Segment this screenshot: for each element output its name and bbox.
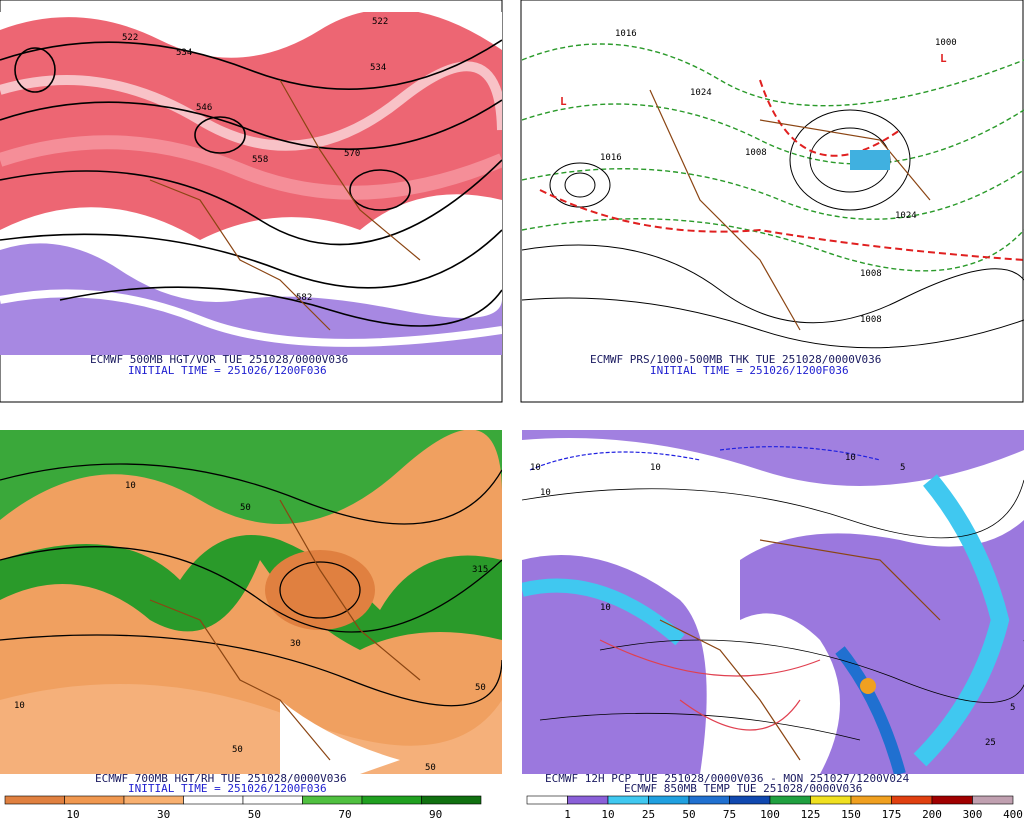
low-marker: L bbox=[560, 95, 567, 108]
colorbar-label: 25 bbox=[642, 808, 655, 819]
caption: ECMWF 12H PCP TUE 251028/0000V036 - MON … bbox=[545, 772, 910, 785]
colorbar-label: 1 bbox=[564, 808, 571, 819]
contour-label: 50 bbox=[425, 763, 436, 773]
contour-label: 558 bbox=[252, 155, 268, 165]
contour-label: 315 bbox=[472, 565, 488, 575]
colorbar-label: 70 bbox=[338, 808, 351, 819]
colorbar-label: 50 bbox=[248, 808, 261, 819]
colorbar: 1 10 25 50 75 100 125 150 175 200 300 400 bbox=[526, 795, 1023, 819]
contour-label: 10 bbox=[530, 463, 541, 473]
colorbar-label: 150 bbox=[841, 808, 861, 819]
contour-label: 10 bbox=[540, 488, 551, 498]
colorbar-segment bbox=[64, 795, 125, 805]
contour-label: 10 bbox=[14, 701, 25, 711]
colorbar-label: 400 bbox=[1003, 808, 1023, 819]
colorbar-segment bbox=[891, 795, 933, 805]
colorbar-label: 200 bbox=[922, 808, 942, 819]
contour-label: 5 bbox=[900, 463, 905, 473]
colorbar-segment bbox=[123, 795, 184, 805]
colorbar-label: 30 bbox=[157, 808, 170, 819]
colorbar-label: 75 bbox=[723, 808, 736, 819]
colorbar-segment bbox=[302, 795, 363, 805]
panel-prs-thk: L L 1016 1024 1008 1000 1016 1008 1024 1… bbox=[520, 0, 1024, 403]
contour-label: 30 bbox=[290, 639, 301, 649]
colorbar-segment bbox=[242, 795, 303, 805]
map: 522 534 546 558 570 582 522 534 bbox=[0, 12, 502, 355]
colorbar-label: 50 bbox=[682, 808, 695, 819]
colorbar: 10 30 50 70 90 bbox=[4, 795, 482, 819]
contour-label: 582 bbox=[296, 293, 312, 303]
contour-label: 1016 bbox=[600, 153, 622, 163]
contour-label: 10 bbox=[600, 603, 611, 613]
colorbar-segment bbox=[183, 795, 244, 805]
subcaption: INITIAL TIME = 251026/1200F036 bbox=[128, 364, 327, 377]
contour-label: 10 bbox=[650, 463, 661, 473]
contour-label: 1008 bbox=[745, 148, 767, 158]
colorbar-label: 100 bbox=[760, 808, 780, 819]
contour-label: 10 bbox=[125, 481, 136, 491]
contour-label: 50 bbox=[475, 683, 486, 693]
contour-label: 522 bbox=[122, 33, 138, 43]
contour-label: 534 bbox=[370, 63, 386, 73]
panel-700mb: 10 50 30 315 50 10 50 50 ECMWF 700MB HGT… bbox=[0, 430, 502, 819]
colorbar-segment bbox=[4, 795, 65, 805]
contour-label: 1008 bbox=[860, 269, 882, 279]
contour-label: 50 bbox=[240, 503, 251, 513]
colorbar-label: 10 bbox=[66, 808, 79, 819]
contour-label: 5 bbox=[1010, 703, 1015, 713]
map: L L 1016 1024 1008 1000 1016 1008 1024 1… bbox=[522, 29, 1024, 349]
contour-label: 1016 bbox=[615, 29, 637, 39]
colorbar-segment bbox=[972, 795, 1014, 805]
map: 10 10 10 10 5 25 10 5 bbox=[522, 430, 1024, 774]
contour-label: 1024 bbox=[895, 211, 917, 221]
colorbar-segment bbox=[810, 795, 852, 805]
colorbar-segment bbox=[769, 795, 811, 805]
contour-label: 25 bbox=[985, 738, 996, 748]
colorbar-segment bbox=[850, 795, 892, 805]
contour-label: 534 bbox=[176, 48, 192, 58]
colorbar-segment bbox=[729, 795, 771, 805]
colorbar-segment bbox=[361, 795, 422, 805]
contour-label: 10 bbox=[845, 453, 856, 463]
subcaption: INITIAL TIME = 251026/1200F036 bbox=[650, 364, 849, 377]
colorbar-segment bbox=[567, 795, 609, 805]
colorbar-segment bbox=[607, 795, 649, 805]
subcaption: ECMWF 850MB TEMP TUE 251028/0000V036 bbox=[624, 782, 862, 795]
colorbar-label: 90 bbox=[429, 808, 442, 819]
contour-label: 546 bbox=[196, 103, 212, 113]
colorbar-segment bbox=[688, 795, 730, 805]
colorbar-label: 175 bbox=[882, 808, 902, 819]
panel-500mb: 522 534 546 558 570 582 522 534 ECMWF 50… bbox=[0, 0, 503, 403]
caption: ECMWF 500MB HGT/VOR TUE 251028/0000V036 bbox=[90, 353, 348, 366]
colorbar-segment bbox=[648, 795, 690, 805]
low-marker: L bbox=[940, 52, 947, 65]
contour-label: 570 bbox=[344, 149, 360, 159]
caption: ECMWF 700MB HGT/RH TUE 251028/0000V036 bbox=[95, 772, 347, 785]
panel-pcp: 10 10 10 10 5 25 10 5 ECMWF 12H PCP TUE … bbox=[521, 430, 1024, 819]
colorbar-label: 125 bbox=[801, 808, 821, 819]
panel-frame bbox=[520, 0, 1024, 403]
colorbar-segment bbox=[931, 795, 973, 805]
colorbar-segment bbox=[421, 795, 482, 805]
contour-label: 50 bbox=[232, 745, 243, 755]
subcaption: INITIAL TIME = 251026/1200F036 bbox=[128, 782, 327, 795]
contour-label: 1000 bbox=[935, 38, 957, 48]
map: 10 50 30 315 50 10 50 50 bbox=[0, 430, 502, 774]
contour-label: 1008 bbox=[860, 315, 882, 325]
caption: ECMWF PRS/1000-500MB THK TUE 251028/0000… bbox=[590, 353, 881, 366]
contour-label: 1024 bbox=[690, 88, 712, 98]
colorbar-label: 10 bbox=[601, 808, 614, 819]
colorbar-label: 300 bbox=[963, 808, 983, 819]
colorbar-segment bbox=[526, 795, 568, 805]
contour-label: 522 bbox=[372, 17, 388, 27]
